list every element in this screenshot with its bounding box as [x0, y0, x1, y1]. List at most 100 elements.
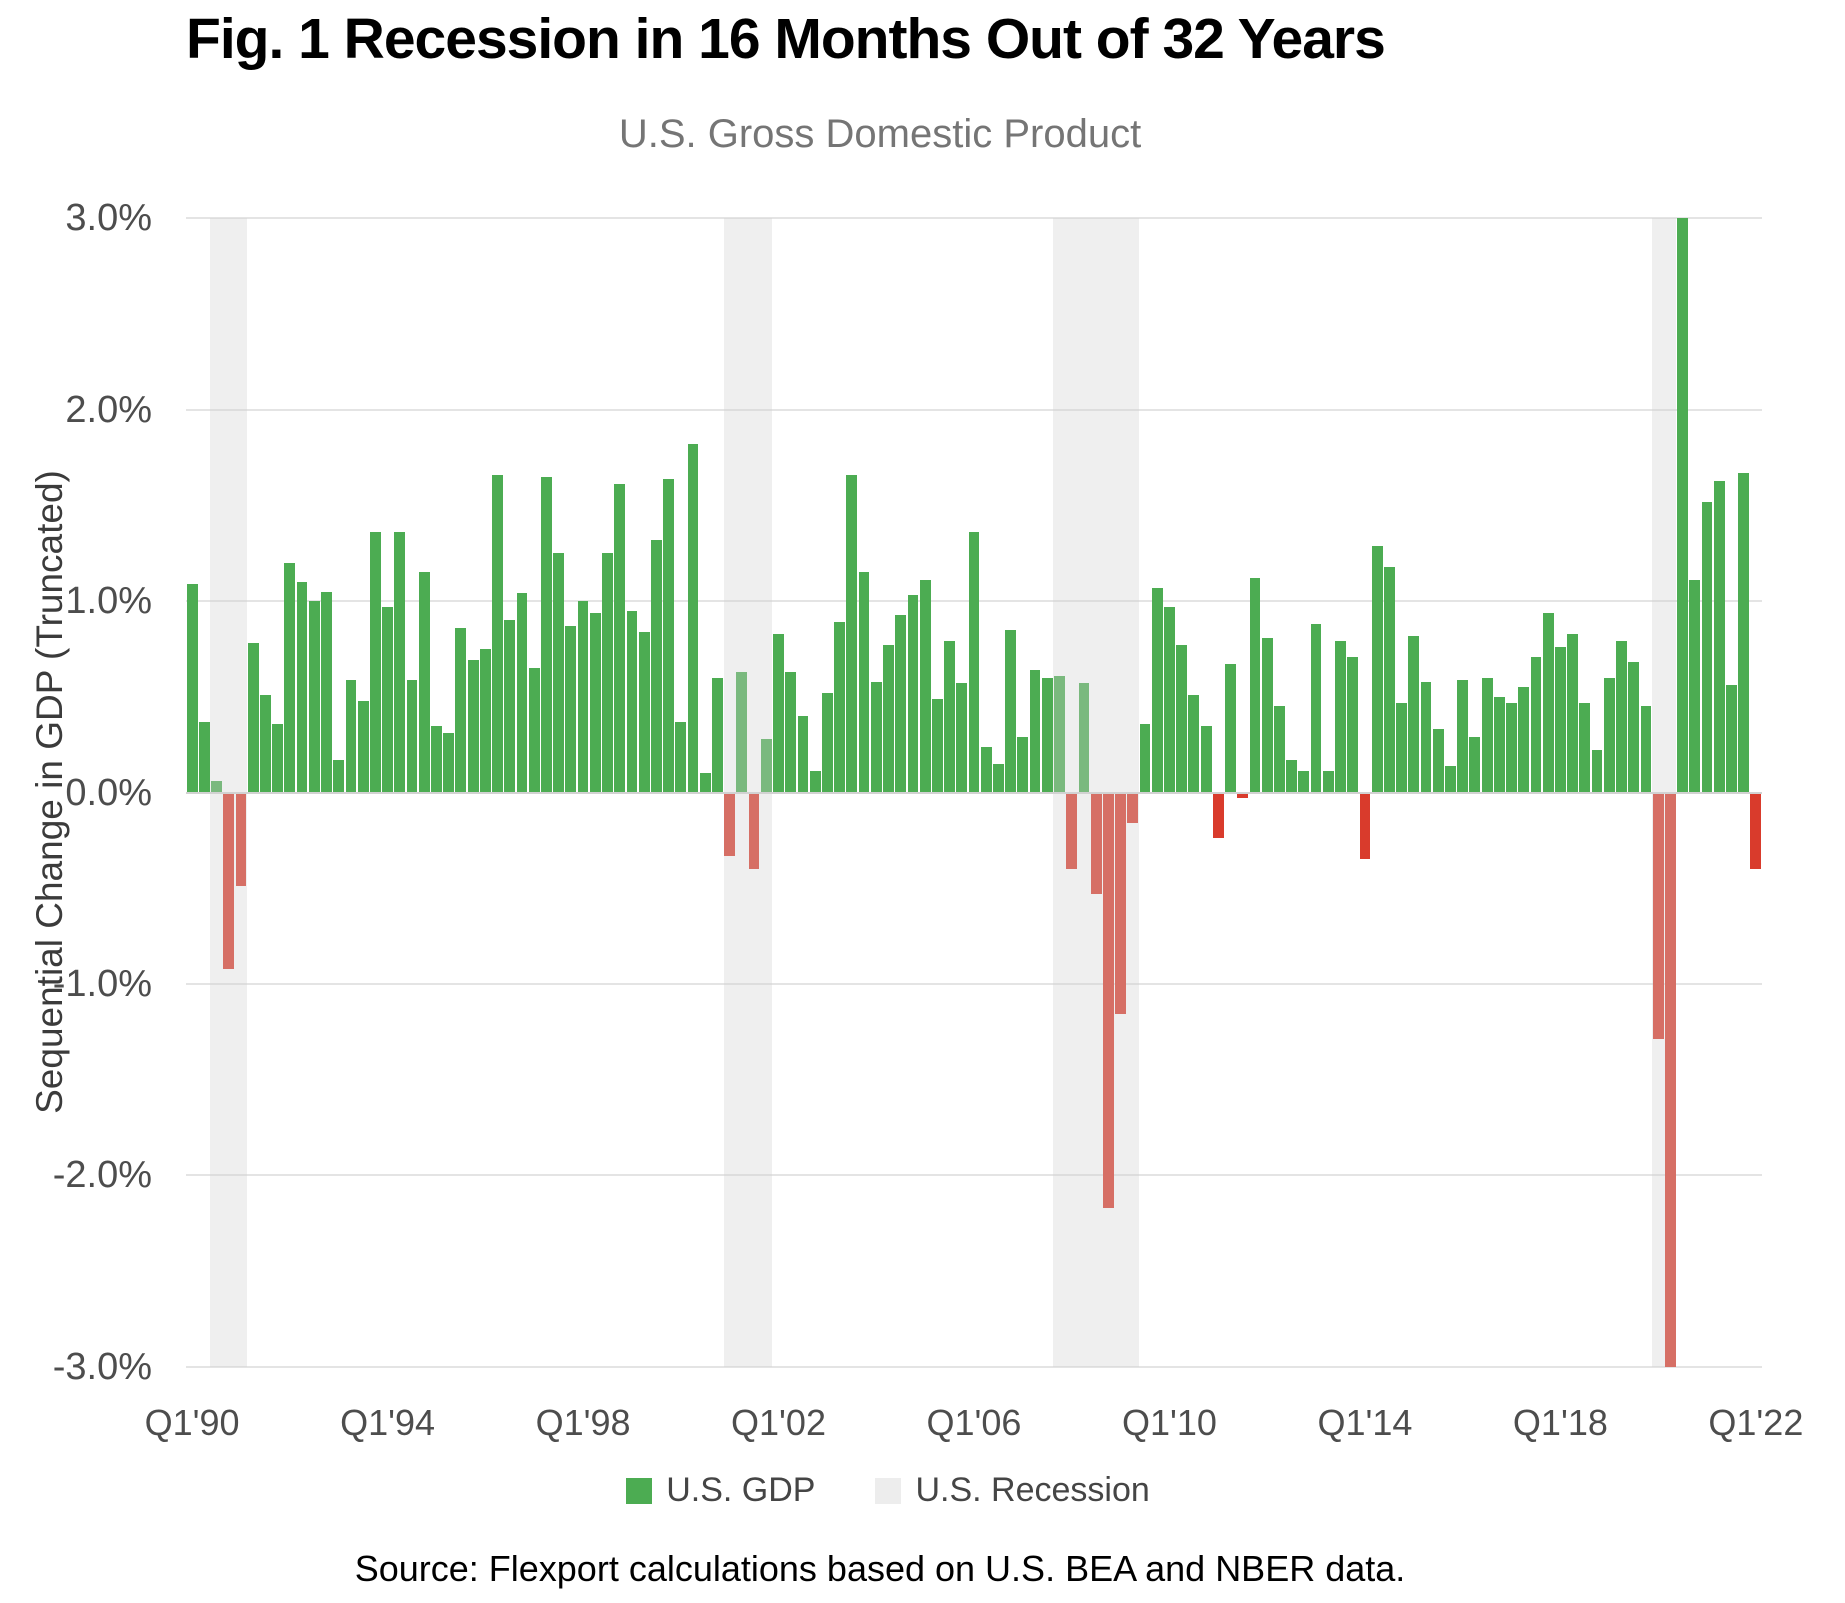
gdp-swatch-icon	[626, 1477, 653, 1504]
gdp-bar	[1335, 641, 1346, 793]
x-tick-label: Q1'98	[535, 1402, 631, 1443]
gdp-bar	[1493, 696, 1505, 793]
gdp-bar	[1151, 587, 1163, 793]
gdp-bar	[1188, 694, 1200, 793]
gdp-bar	[1383, 566, 1395, 793]
gdp-bar	[736, 671, 748, 793]
gdp-bar	[1420, 681, 1432, 793]
gdp-bar	[907, 595, 919, 793]
gdp-bar	[602, 553, 613, 793]
gdp-bar	[785, 671, 797, 793]
gdp-bar	[846, 474, 858, 793]
gridline--3pct	[186, 1365, 1762, 1368]
gdp-bar	[1713, 480, 1725, 793]
gdp-bar	[675, 721, 687, 793]
gdp-bar	[296, 582, 308, 793]
gdp-bar	[1591, 750, 1603, 793]
gdp-bar	[247, 643, 259, 793]
gridline--1pct	[186, 982, 1762, 985]
y-tick-label: 3.0%	[65, 197, 152, 240]
gdp-bar	[626, 610, 638, 793]
gdp-bar	[1139, 723, 1151, 793]
x-tick-label: Q1'18	[1512, 1402, 1608, 1443]
gdp-bar	[1652, 792, 1664, 1040]
gdp-bar	[455, 627, 467, 793]
gdp-bar	[1628, 662, 1640, 793]
gdp-bar	[1017, 737, 1029, 793]
gdp-bar	[1689, 580, 1701, 793]
gdp-bar	[1200, 725, 1212, 793]
x-tick-label: Q1'90	[144, 1402, 240, 1443]
source-note: Source: Flexport calculations based on U…	[354, 1548, 1406, 1589]
gdp-bar	[1005, 629, 1017, 793]
gdp-bar	[1310, 624, 1322, 793]
gdp-bar	[272, 723, 284, 793]
gdp-bar	[858, 572, 870, 793]
gdp-bar	[418, 572, 430, 793]
gdp-bar	[699, 773, 711, 793]
gdp-bar	[284, 562, 296, 793]
y-tick-label: -1.0%	[52, 962, 152, 1005]
gdp-bar	[492, 474, 503, 793]
page-title: Fig. 1 Recession in 16 Months Out of 32 …	[186, 7, 1386, 71]
gdp-bar	[895, 614, 907, 793]
gridline-2pct	[186, 408, 1762, 411]
gdp-bar	[821, 692, 833, 793]
gdp-bar	[1347, 656, 1359, 793]
recession-swatch-icon	[875, 1477, 902, 1504]
gdp-bar	[1237, 792, 1249, 799]
gdp-bar	[186, 583, 198, 793]
gdp-bar	[1041, 677, 1053, 793]
gdp-bar	[223, 792, 235, 969]
gdp-bar	[993, 763, 1004, 793]
gdp-bar	[883, 645, 894, 793]
gdp-bar	[1603, 677, 1615, 793]
gdp-bar	[687, 444, 699, 793]
x-tick-label: Q1'14	[1317, 1402, 1413, 1443]
gdp-bar	[1176, 645, 1188, 793]
y-axis-title: Sequential Change in GDP (Truncated)	[29, 470, 70, 1114]
gdp-bar	[968, 532, 980, 793]
gdp-bar	[1054, 675, 1065, 793]
gdp-bar	[589, 612, 601, 793]
legend-item-gdp: U.S. GDP	[626, 1471, 815, 1510]
gdp-bar	[919, 580, 931, 793]
gdp-bar	[235, 792, 247, 887]
gdp-bar	[638, 631, 650, 793]
gdp-bar	[1555, 647, 1566, 793]
gdp-bar	[382, 606, 393, 793]
y-tick-label: 1.0%	[65, 580, 152, 623]
gdp-bar	[1078, 683, 1090, 793]
y-tick-label: 0.0%	[65, 771, 152, 814]
gdp-bar	[516, 593, 528, 793]
gdp-bar	[431, 725, 442, 793]
gdp-bar	[712, 677, 723, 793]
gdp-bar	[211, 781, 222, 793]
gdp-bar	[1408, 635, 1420, 793]
gdp-bar	[1677, 218, 1688, 793]
gdp-bar	[1371, 545, 1383, 793]
gdp-bar	[1640, 706, 1652, 793]
gdp-bar	[1530, 656, 1542, 793]
gdp-bar	[614, 484, 626, 793]
gdp-bar	[528, 668, 540, 793]
gdp-bar	[663, 478, 674, 793]
gridline--2pct	[186, 1174, 1762, 1177]
gdp-bar	[956, 683, 968, 793]
gdp-bar	[1432, 729, 1444, 793]
y-tick-label: -3.0%	[52, 1345, 152, 1388]
gdp-bar	[1298, 771, 1310, 793]
gdp-bar	[931, 698, 943, 793]
gdp-bar	[1396, 702, 1407, 793]
gdp-bar	[760, 738, 772, 793]
legend-gdp-label: U.S. GDP	[666, 1471, 816, 1509]
gdp-bar	[1445, 765, 1456, 793]
gdp-bar	[577, 601, 589, 793]
gdp-bar	[1322, 771, 1334, 793]
gdp-bar	[394, 532, 406, 793]
x-tick-label: Q1'22	[1708, 1402, 1804, 1443]
gdp-bar	[1029, 670, 1041, 793]
gdp-bar	[1738, 472, 1750, 793]
gdp-bar	[504, 620, 516, 793]
